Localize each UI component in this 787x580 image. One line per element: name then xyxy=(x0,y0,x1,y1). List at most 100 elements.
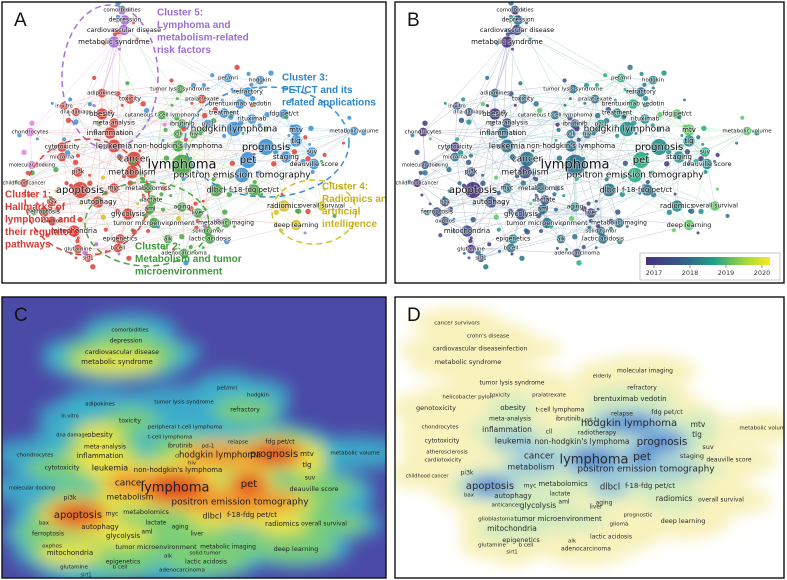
edge xyxy=(101,113,183,125)
edge xyxy=(61,112,225,158)
node xyxy=(86,198,90,202)
panel-border xyxy=(394,296,785,579)
term-label: deep learning xyxy=(661,517,706,525)
edge xyxy=(688,129,708,165)
term-label: metabolism xyxy=(106,493,153,502)
node xyxy=(494,41,500,46)
node xyxy=(132,21,136,25)
edge xyxy=(161,88,181,116)
node xyxy=(47,197,57,207)
term-label: rituximab xyxy=(631,116,660,123)
term-label: helicobacter pylori xyxy=(442,395,494,401)
node xyxy=(163,155,170,161)
node xyxy=(303,135,308,140)
term-label: b cell xyxy=(113,565,128,571)
node xyxy=(179,248,189,258)
density-blob xyxy=(490,429,536,453)
node xyxy=(565,140,577,152)
term-label: mtv xyxy=(691,420,706,429)
node xyxy=(35,137,39,141)
node xyxy=(623,110,629,116)
edge xyxy=(422,131,456,158)
node xyxy=(49,196,53,200)
edge xyxy=(61,146,79,173)
edge xyxy=(87,238,121,259)
edge xyxy=(51,88,181,222)
edge xyxy=(574,164,690,226)
node xyxy=(458,117,465,124)
edge xyxy=(253,189,323,207)
panel-border xyxy=(394,1,785,284)
edge xyxy=(43,211,129,215)
node xyxy=(115,2,121,6)
node xyxy=(650,123,655,128)
density-blob xyxy=(147,475,203,501)
edge xyxy=(177,145,323,207)
panel: cancer survivors crohn's disease cardiovas… xyxy=(394,296,785,579)
node xyxy=(428,137,432,141)
node xyxy=(631,91,635,95)
term-label: cardiovascular disease xyxy=(480,26,554,34)
edge xyxy=(416,77,622,184)
node xyxy=(93,130,99,135)
edge xyxy=(422,131,426,166)
edge xyxy=(113,77,229,147)
term-label: apoptosis xyxy=(54,510,102,521)
term-label: atherosclerosis xyxy=(426,450,468,456)
cluster-label: their regulatory xyxy=(5,227,79,238)
node xyxy=(627,64,633,71)
node xyxy=(142,212,149,219)
node xyxy=(332,213,337,219)
edge xyxy=(454,146,468,232)
node xyxy=(108,36,120,48)
term-label: tumor microenvironment xyxy=(506,219,588,227)
node xyxy=(287,133,291,137)
edge xyxy=(512,222,548,240)
edge xyxy=(87,247,119,259)
node xyxy=(608,218,614,225)
term-label: refractory xyxy=(230,407,260,414)
term-label: comorbidities xyxy=(103,8,140,14)
node xyxy=(92,196,104,208)
density-blob xyxy=(255,534,337,564)
edge xyxy=(295,205,323,226)
node xyxy=(556,234,566,244)
edge xyxy=(129,98,225,114)
node xyxy=(657,111,663,118)
term-label: b cell xyxy=(111,246,126,252)
edge xyxy=(29,131,33,166)
term-label: metabolic volume xyxy=(329,129,379,135)
edge xyxy=(61,133,179,148)
node xyxy=(568,215,575,222)
node xyxy=(447,206,454,212)
term-label: glutamine xyxy=(457,247,485,253)
edge xyxy=(51,163,315,222)
edge xyxy=(51,130,355,203)
node xyxy=(520,113,524,117)
edge xyxy=(43,211,75,232)
node xyxy=(13,179,19,184)
node xyxy=(693,158,699,165)
term-label: chondrocytes xyxy=(421,425,458,431)
term-label: tumor microenvironment xyxy=(113,219,195,227)
node xyxy=(469,236,473,240)
node xyxy=(228,174,233,179)
node xyxy=(531,149,535,153)
node xyxy=(161,185,167,192)
edge xyxy=(416,182,438,213)
term-label: radiomics xyxy=(267,202,301,210)
edge xyxy=(706,163,716,207)
node xyxy=(212,106,219,113)
node xyxy=(244,157,251,163)
term-label: dna damage xyxy=(453,110,484,116)
node xyxy=(683,98,687,102)
node xyxy=(65,117,72,124)
term-label: non-hodgkin's lymphoma xyxy=(534,437,629,446)
density-blob xyxy=(94,524,152,548)
term-label: dna damage xyxy=(60,110,91,116)
term-label: comorbidities xyxy=(496,8,533,14)
edge xyxy=(29,105,65,133)
term-label: adenocarcinoma xyxy=(561,546,611,553)
term-label: cardiovascular diseaseinfection xyxy=(433,346,528,353)
node xyxy=(483,264,489,270)
